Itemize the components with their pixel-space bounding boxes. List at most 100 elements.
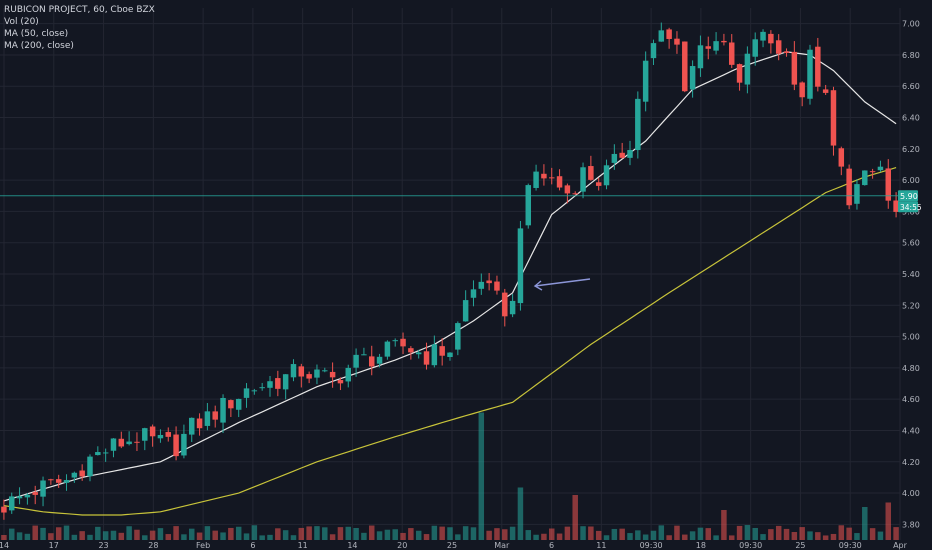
- volume-bar: [142, 535, 148, 540]
- x-tick-label: 20: [397, 541, 407, 550]
- candle-body: [384, 341, 391, 357]
- candle-body: [455, 323, 461, 350]
- candle-body: [752, 39, 758, 57]
- volume-bar: [79, 531, 85, 540]
- price-tag-box: [898, 190, 918, 202]
- volume-bar: [549, 528, 555, 540]
- candle-body: [517, 228, 524, 304]
- candle-body: [337, 380, 344, 384]
- volume-bar: [580, 526, 586, 540]
- candle-body: [322, 370, 328, 372]
- volume-bar: [635, 530, 641, 540]
- volume-bar: [689, 531, 696, 540]
- candle-body: [705, 46, 711, 49]
- volume-bar: [134, 529, 140, 540]
- candle-body: [807, 49, 813, 99]
- volume-bar: [838, 525, 845, 540]
- candle-body: [9, 496, 15, 511]
- candle-body: [267, 381, 273, 388]
- volume-bar: [541, 533, 547, 540]
- y-tick-label: 6.00: [902, 176, 920, 185]
- candle-body: [541, 173, 547, 179]
- volume-bar: [63, 525, 70, 540]
- volume-bar: [9, 528, 15, 540]
- y-tick-label: 5.60: [902, 239, 920, 248]
- candle-body: [658, 30, 665, 42]
- volume-bar: [830, 533, 837, 540]
- candle-body: [502, 292, 508, 317]
- candle-body: [165, 432, 171, 437]
- candle-body: [40, 480, 46, 497]
- legend-ma200[interactable]: MA (200, close): [4, 41, 74, 51]
- volume-bar: [862, 507, 868, 540]
- x-tick-label: 11: [596, 541, 606, 550]
- candle-body: [447, 352, 453, 357]
- y-tick-label: 4.80: [902, 364, 920, 373]
- candle-body: [63, 480, 70, 483]
- x-tick-label: 09:30: [640, 541, 663, 550]
- volume-bar: [102, 531, 109, 540]
- candle-body: [650, 43, 657, 59]
- x-tick-label: 14: [347, 541, 357, 550]
- volume-bar: [455, 534, 461, 540]
- volume-bar: [118, 532, 125, 540]
- arrow-head: [533, 280, 543, 291]
- volume-bar: [525, 530, 531, 540]
- volume-bar: [822, 535, 829, 540]
- candle-body: [736, 64, 743, 83]
- grid: [0, 8, 901, 540]
- legend-volume[interactable]: Vol (20): [4, 17, 39, 27]
- chart-title[interactable]: RUBICON PROJECT, 60, Cboe BZX: [4, 5, 155, 15]
- volume-bar: [611, 528, 618, 540]
- candle-body: [549, 177, 555, 179]
- volume-bar: [165, 534, 171, 540]
- volume-bar: [243, 533, 250, 540]
- y-tick-label: 5.40: [902, 270, 920, 279]
- volume-bar: [572, 495, 578, 540]
- volume-bar: [509, 526, 516, 540]
- volume-bar: [196, 532, 203, 540]
- volume-bar: [447, 527, 453, 540]
- volume-bar: [220, 532, 226, 540]
- candle-body: [815, 46, 821, 87]
- x-tick-label: 23: [98, 541, 108, 550]
- volume-bar: [697, 527, 704, 540]
- y-tick-label: 6.80: [902, 51, 920, 60]
- volume-bar: [282, 530, 289, 540]
- volume-bar: [494, 528, 500, 540]
- volume-bar: [736, 525, 743, 540]
- volume-bar: [470, 527, 477, 540]
- x-tick-label: 18: [696, 541, 706, 550]
- volume-bar: [345, 526, 351, 540]
- volume-bar: [298, 527, 305, 540]
- candle-body: [580, 167, 586, 192]
- candle-body: [361, 354, 367, 356]
- legend-ma50[interactable]: MA (50, close): [4, 29, 69, 39]
- time-axis[interactable]: 14 17 23 28 Feb 6 11 14 20 25 Mar 6 11 09:30 18 09:30 25…: [0, 541, 908, 550]
- candle-body: [181, 433, 187, 456]
- volume-bar: [564, 526, 571, 540]
- candle-body: [478, 281, 485, 289]
- candle-body: [556, 176, 563, 188]
- volume-bar: [415, 530, 422, 540]
- y-tick-label: 4.00: [902, 489, 920, 498]
- candle-body: [251, 390, 258, 392]
- candle-body: [259, 387, 265, 389]
- candle-body: [290, 364, 297, 378]
- candle-body: [564, 185, 571, 194]
- candle-body: [408, 348, 414, 353]
- volume-bar: [846, 527, 852, 540]
- price-axis[interactable]: 3.80 4.00 4.20 4.40 4.60 4.80 5.00 5.20 5.40 5.60…: [902, 20, 920, 530]
- volume-bar: [854, 533, 860, 540]
- candle-body: [595, 182, 602, 186]
- volume-bar: [173, 526, 179, 540]
- candle-body: [314, 369, 320, 378]
- candle-body: [838, 148, 845, 167]
- x-tick-label: Feb: [196, 541, 210, 550]
- volume-bar: [721, 510, 727, 540]
- candle-body: [275, 378, 281, 389]
- volume-bar: [423, 534, 430, 540]
- candle-body: [822, 89, 829, 93]
- candle-body: [713, 41, 719, 51]
